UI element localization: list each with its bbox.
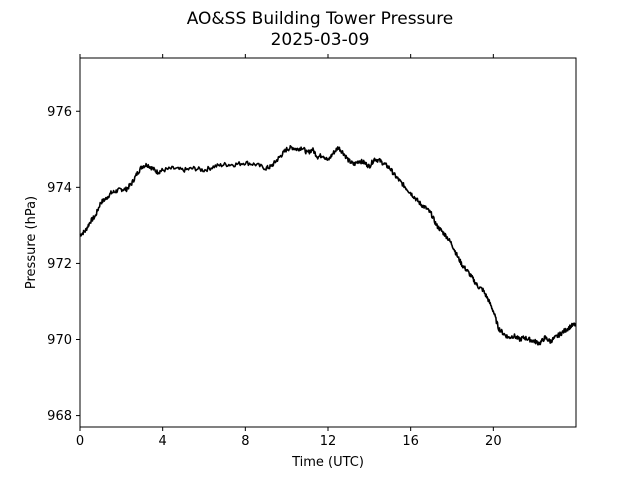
- series-line-group: [79, 145, 577, 346]
- y-axis-label: Pressure (hPa): [24, 196, 39, 289]
- y-tick-label: 972: [47, 257, 72, 272]
- x-tick-label: 4: [159, 434, 167, 449]
- x-axis-label: Time (UTC): [291, 455, 364, 470]
- y-tick-label: 976: [47, 105, 72, 120]
- chart-subtitle: 2025-03-09: [271, 30, 370, 50]
- x-tick-label: 20: [485, 434, 502, 449]
- y-tick-label: 974: [47, 181, 72, 196]
- y-tick-label: 970: [47, 333, 72, 348]
- x-tick-label: 0: [76, 434, 84, 449]
- x-tick-label: 16: [402, 434, 419, 449]
- axis-ticks: 0 4 8 12 16 20 968 970 972 974 976: [47, 54, 502, 449]
- plot-frame: [79, 57, 577, 428]
- x-tick-label: 12: [320, 434, 337, 449]
- chart-title: AO&SS Building Tower Pressure: [187, 9, 454, 29]
- y-tick-label: 968: [47, 409, 72, 424]
- series-line: [79, 145, 577, 346]
- x-tick-label: 8: [241, 434, 249, 449]
